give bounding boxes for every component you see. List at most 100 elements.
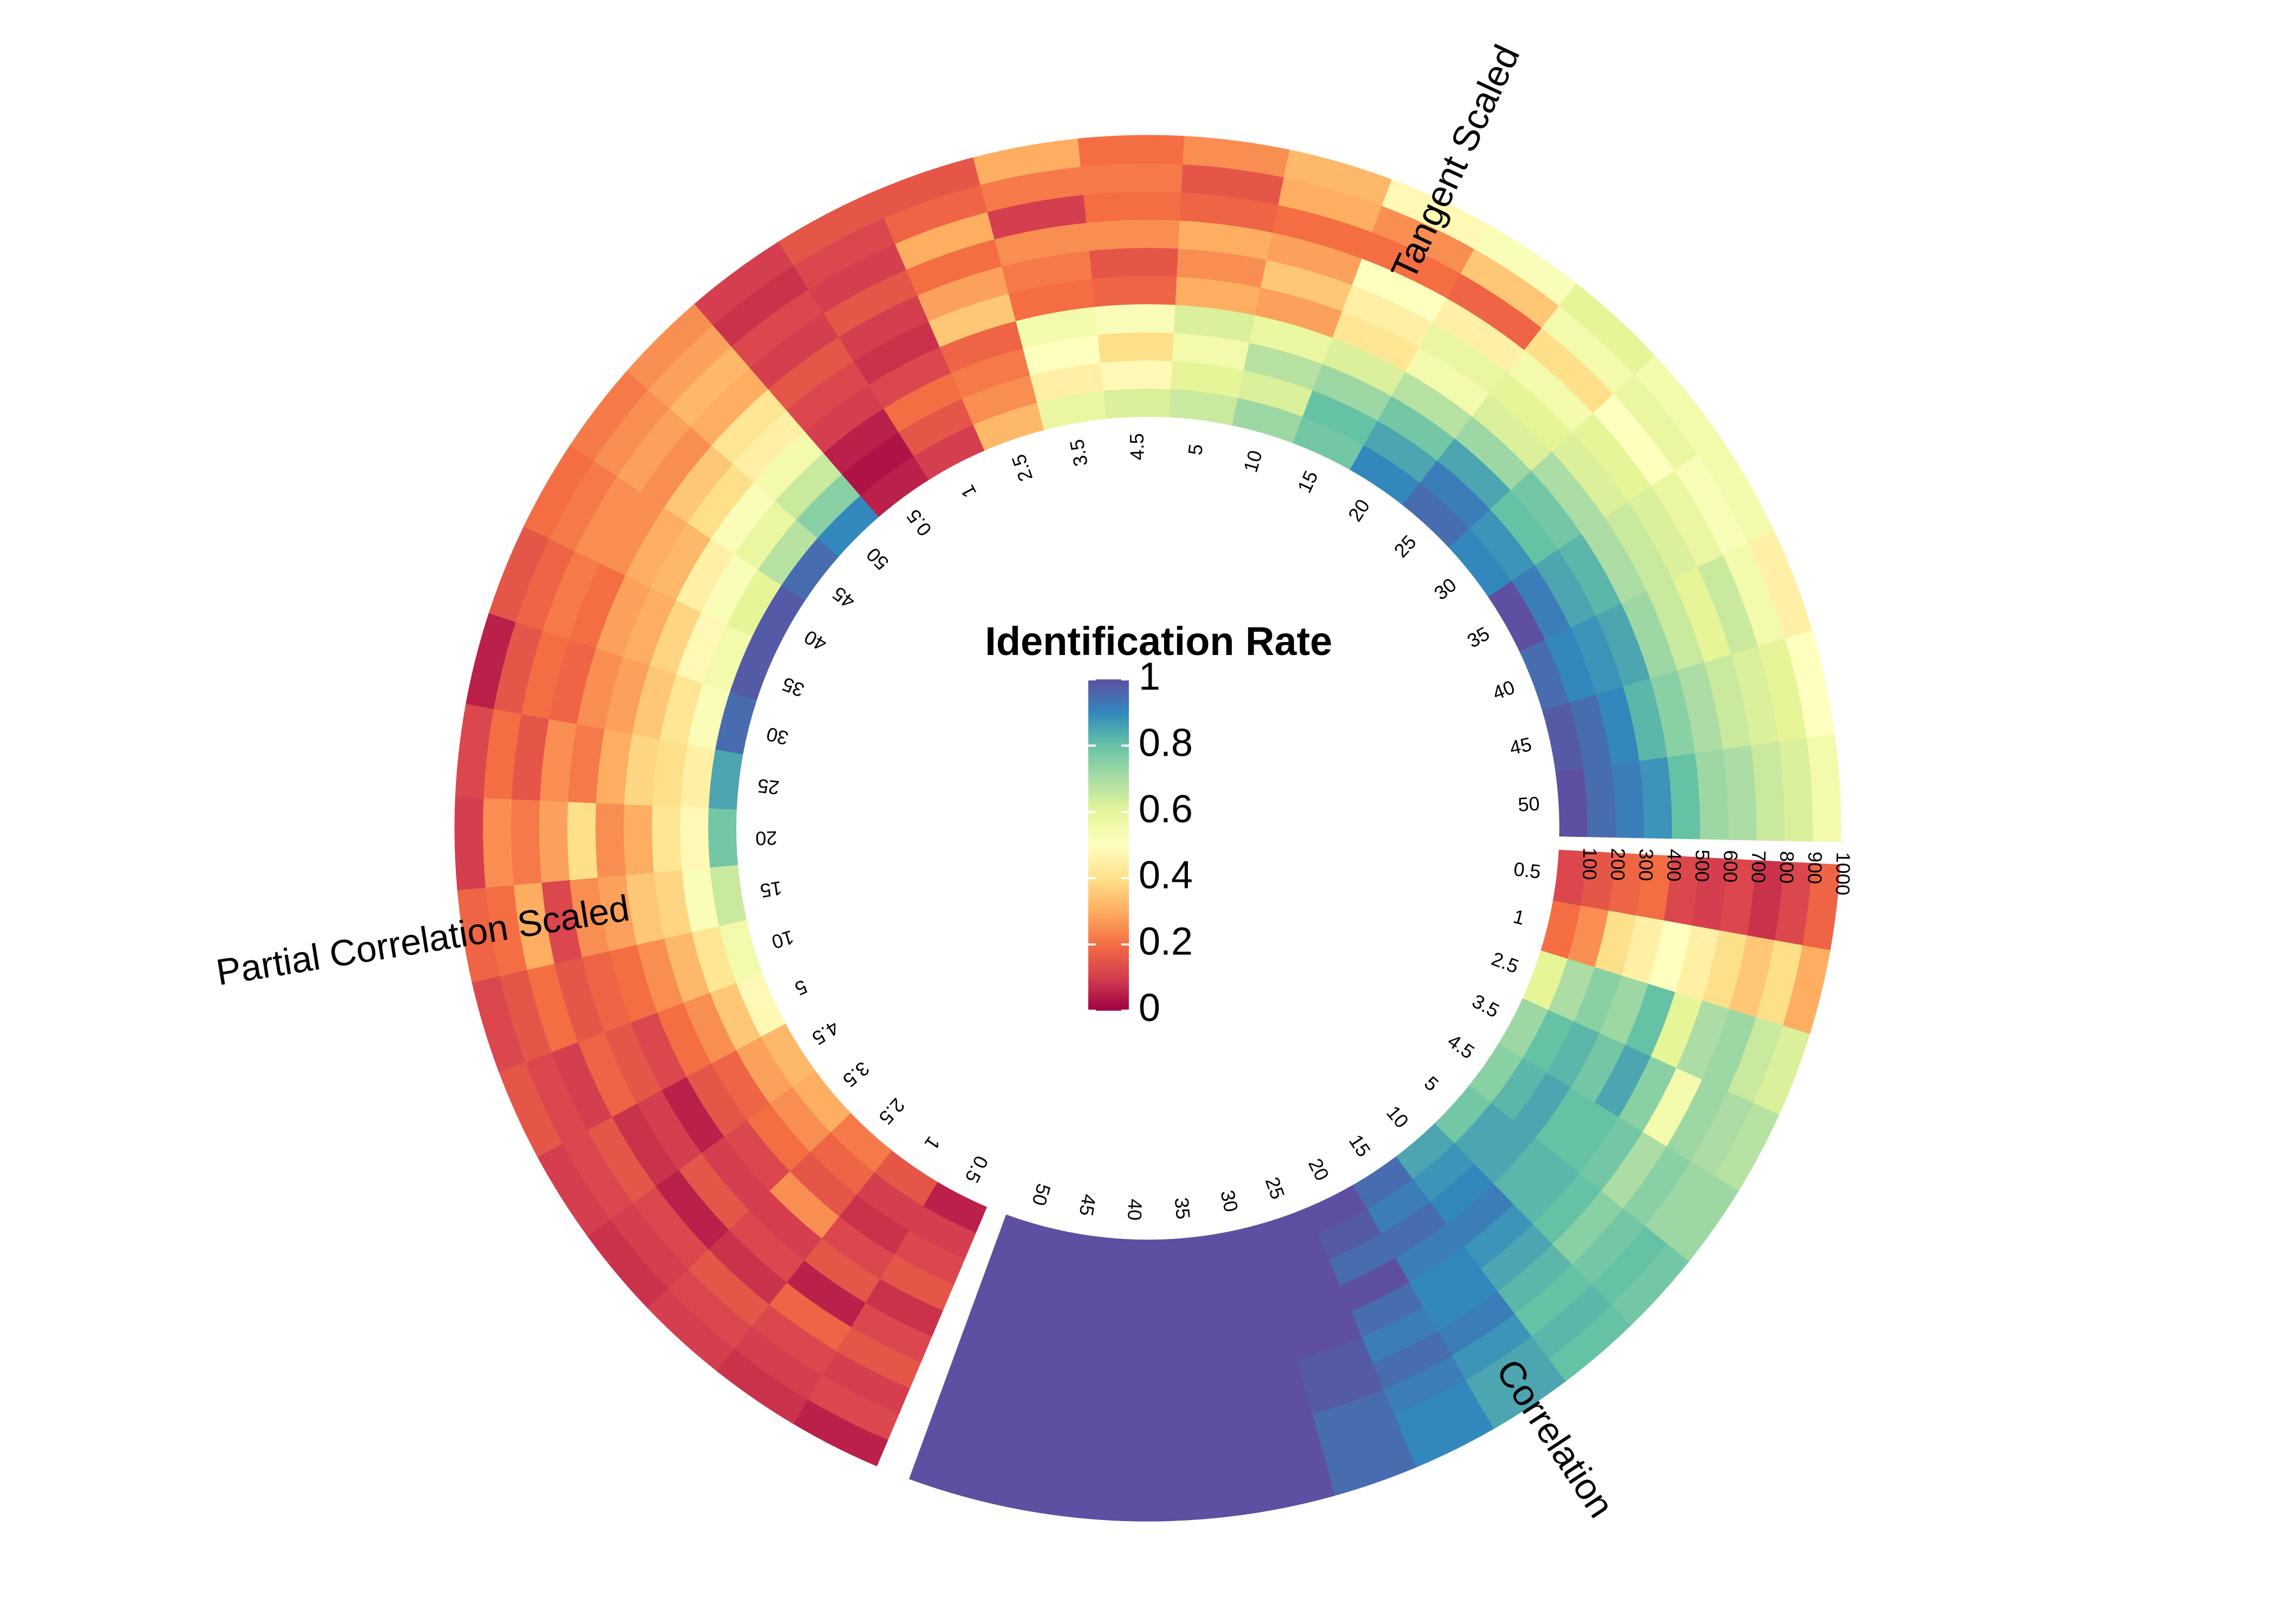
heat-cell-partial-correlation-scaled-12-2 <box>701 553 759 625</box>
heat-cell-correlation-0-2 <box>1608 853 1644 917</box>
heat-cell-partial-correlation-scaled-4-5 <box>636 1089 702 1170</box>
heat-cell-correlation-13-2 <box>1036 1284 1101 1322</box>
heat-cell-correlation-5-0 <box>1434 1085 1492 1145</box>
heat-cell-tangent-scaled-5-4 <box>1175 276 1263 316</box>
heat-cell-tangent-scaled-9-2 <box>1437 438 1512 510</box>
heat-cell-partial-correlation-scaled-10-9 <box>466 611 517 709</box>
heat-cell-tangent-scaled-7-9 <box>1382 179 1490 250</box>
heat-cell-partial-correlation-scaled-5-4 <box>630 1011 687 1091</box>
heat-cell-correlation-8-0 <box>1306 1184 1368 1234</box>
angular-tick-tangent-scaled-3: 3.5 <box>1066 437 1092 468</box>
heat-cell-partial-correlation-scaled-8-8 <box>482 796 514 888</box>
heat-cell-correlation-9-2 <box>1273 1259 1341 1307</box>
heat-cell-correlation-0-1 <box>1580 851 1616 912</box>
heat-cell-partial-correlation-scaled-6-4 <box>609 944 657 1023</box>
heat-cell-partial-correlation-scaled-8-5 <box>567 800 598 880</box>
heat-cell-correlation-10-2 <box>1216 1278 1282 1319</box>
heat-cell-tangent-scaled-10-7 <box>1593 394 1676 488</box>
heat-cell-tangent-scaled-10-5 <box>1551 432 1629 519</box>
angular-tick-partial-correlation-scaled-12: 40 <box>800 626 830 656</box>
heat-cell-correlation-9-8 <box>1318 1415 1406 1469</box>
heat-cell-correlation-11-1 <box>1157 1263 1218 1296</box>
heat-cell-correlation-1-5 <box>1675 925 1720 1003</box>
angular-tick-tangent-scaled-7: 15 <box>1293 467 1322 496</box>
heat-cell-partial-correlation-scaled-5-2 <box>683 991 736 1064</box>
heat-cell-tangent-scaled-13-3 <box>1623 678 1668 763</box>
heat-cell-correlation-4-4 <box>1556 1102 1619 1175</box>
heat-cell-tangent-scaled-1-4 <box>853 320 941 385</box>
heat-cell-correlation-5-5 <box>1532 1173 1602 1246</box>
heat-cell-partial-correlation-scaled-5-8 <box>524 1050 587 1144</box>
heat-cell-partial-correlation-scaled-0-9 <box>792 1398 888 1466</box>
heat-cell-tangent-scaled-14-4 <box>1667 753 1701 840</box>
heat-cell-correlation-7-7 <box>1450 1313 1532 1381</box>
heat-cell-correlation-13-6 <box>1010 1393 1090 1434</box>
heat-cell-correlation-12-3 <box>1094 1321 1161 1353</box>
heat-cell-correlation-12-8 <box>1080 1461 1165 1494</box>
heat-cell-tangent-scaled-7-1 <box>1302 390 1379 446</box>
heat-cell-partial-correlation-scaled-1-8 <box>733 1325 823 1400</box>
heat-cell-correlation-13-8 <box>998 1448 1084 1490</box>
heat-cell-partial-correlation-scaled-8-1 <box>679 806 710 870</box>
heat-cell-correlation-4-9 <box>1665 1176 1739 1263</box>
heat-cell-partial-correlation-scaled-7-6 <box>541 879 582 964</box>
heat-cell-correlation-0-0 <box>1552 849 1587 907</box>
heat-cell-correlation-8-7 <box>1382 1355 1466 1416</box>
heat-cell-tangent-scaled-1-8 <box>793 217 897 290</box>
heat-cell-partial-correlation-scaled-7-0 <box>709 864 747 926</box>
heat-cell-partial-correlation-scaled-2-2 <box>788 1151 857 1217</box>
heat-cell-correlation-13-9 <box>991 1476 1082 1518</box>
heat-cell-correlation-12-5 <box>1088 1377 1162 1409</box>
heat-cell-tangent-scaled-7-0 <box>1292 416 1365 470</box>
heat-cell-partial-correlation-scaled-12-5 <box>625 506 689 588</box>
heat-cell-partial-correlation-scaled-5-0 <box>735 972 786 1037</box>
heat-cell-partial-correlation-scaled-4-6 <box>611 1102 679 1187</box>
heat-cell-correlation-10-7 <box>1236 1414 1320 1459</box>
heat-cell-tangent-scaled-6-2 <box>1243 342 1324 391</box>
heat-cell-partial-correlation-scaled-14-7 <box>669 346 750 427</box>
colorbar-title: Identification Rate <box>985 619 1332 664</box>
heat-cell-tangent-scaled-11-7 <box>1651 470 1724 569</box>
heat-cell-partial-correlation-scaled-2-1 <box>809 1131 874 1195</box>
heat-cell-tangent-scaled-13-9 <box>1785 630 1835 740</box>
angular-tick-partial-correlation-scaled-13: 45 <box>828 582 859 613</box>
heat-cell-correlation-13-5 <box>1017 1366 1093 1406</box>
heat-cell-partial-correlation-scaled-8-7 <box>511 797 542 886</box>
angular-tick-correlation-12: 40 <box>1123 1199 1147 1221</box>
heat-cell-tangent-scaled-3-2 <box>1022 334 1102 376</box>
heat-cell-tangent-scaled-11-3 <box>1558 533 1623 617</box>
heat-cell-tangent-scaled-8-6 <box>1433 298 1526 374</box>
angular-tick-tangent-scaled-0: 0.5 <box>902 505 936 540</box>
heat-cell-partial-correlation-scaled-1-1 <box>855 1171 924 1231</box>
heat-cell-tangent-scaled-11-0 <box>1488 581 1546 653</box>
heat-cell-tangent-scaled-14-2 <box>1611 761 1644 839</box>
heat-cell-correlation-1-2 <box>1594 911 1637 977</box>
heat-cell-partial-correlation-scaled-13-5 <box>663 444 734 523</box>
heat-cell-partial-correlation-scaled-10-3 <box>632 664 677 739</box>
heat-cell-tangent-scaled-2-1 <box>962 375 1038 425</box>
heat-cell-partial-correlation-scaled-12-9 <box>524 443 595 539</box>
heat-cell-partial-correlation-scaled-6-1 <box>691 925 736 993</box>
heat-cell-correlation-11-9 <box>1162 1485 1251 1522</box>
angular-tick-tangent-scaled-12: 40 <box>1489 676 1518 704</box>
heat-cell-correlation-4-7 <box>1622 1146 1691 1228</box>
heat-cell-correlation-11-8 <box>1161 1457 1247 1494</box>
angular-tick-partial-correlation-scaled-4: 4.5 <box>808 1017 843 1050</box>
angular-tick-tangent-scaled-6: 10 <box>1239 448 1267 475</box>
heat-cell-tangent-scaled-9-9 <box>1559 283 1656 376</box>
heat-cell-partial-correlation-scaled-6-3 <box>636 937 684 1013</box>
heat-cell-tangent-scaled-12-0 <box>1519 639 1570 712</box>
heat-cell-tangent-scaled-0-0 <box>859 455 930 518</box>
angular-tick-tangent-scaled-8: 20 <box>1344 495 1374 525</box>
heat-cell-correlation-7-6 <box>1436 1291 1515 1357</box>
angular-tick-tangent-scaled-9: 25 <box>1389 531 1420 561</box>
heat-cell-partial-correlation-scaled-8-3 <box>623 803 654 875</box>
heat-cell-correlation-3-3 <box>1570 1033 1626 1104</box>
heat-cell-tangent-scaled-0-3 <box>803 384 885 454</box>
heat-cell-correlation-5-9 <box>1610 1243 1689 1327</box>
heat-cell-partial-correlation-scaled-4-9 <box>537 1142 611 1236</box>
heat-cell-correlation-2-9 <box>1752 1025 1810 1117</box>
heat-cell-tangent-scaled-5-3 <box>1173 304 1257 343</box>
heat-cell-tangent-scaled-8-5 <box>1419 322 1508 396</box>
heat-cell-partial-correlation-scaled-2-9 <box>646 1287 735 1371</box>
